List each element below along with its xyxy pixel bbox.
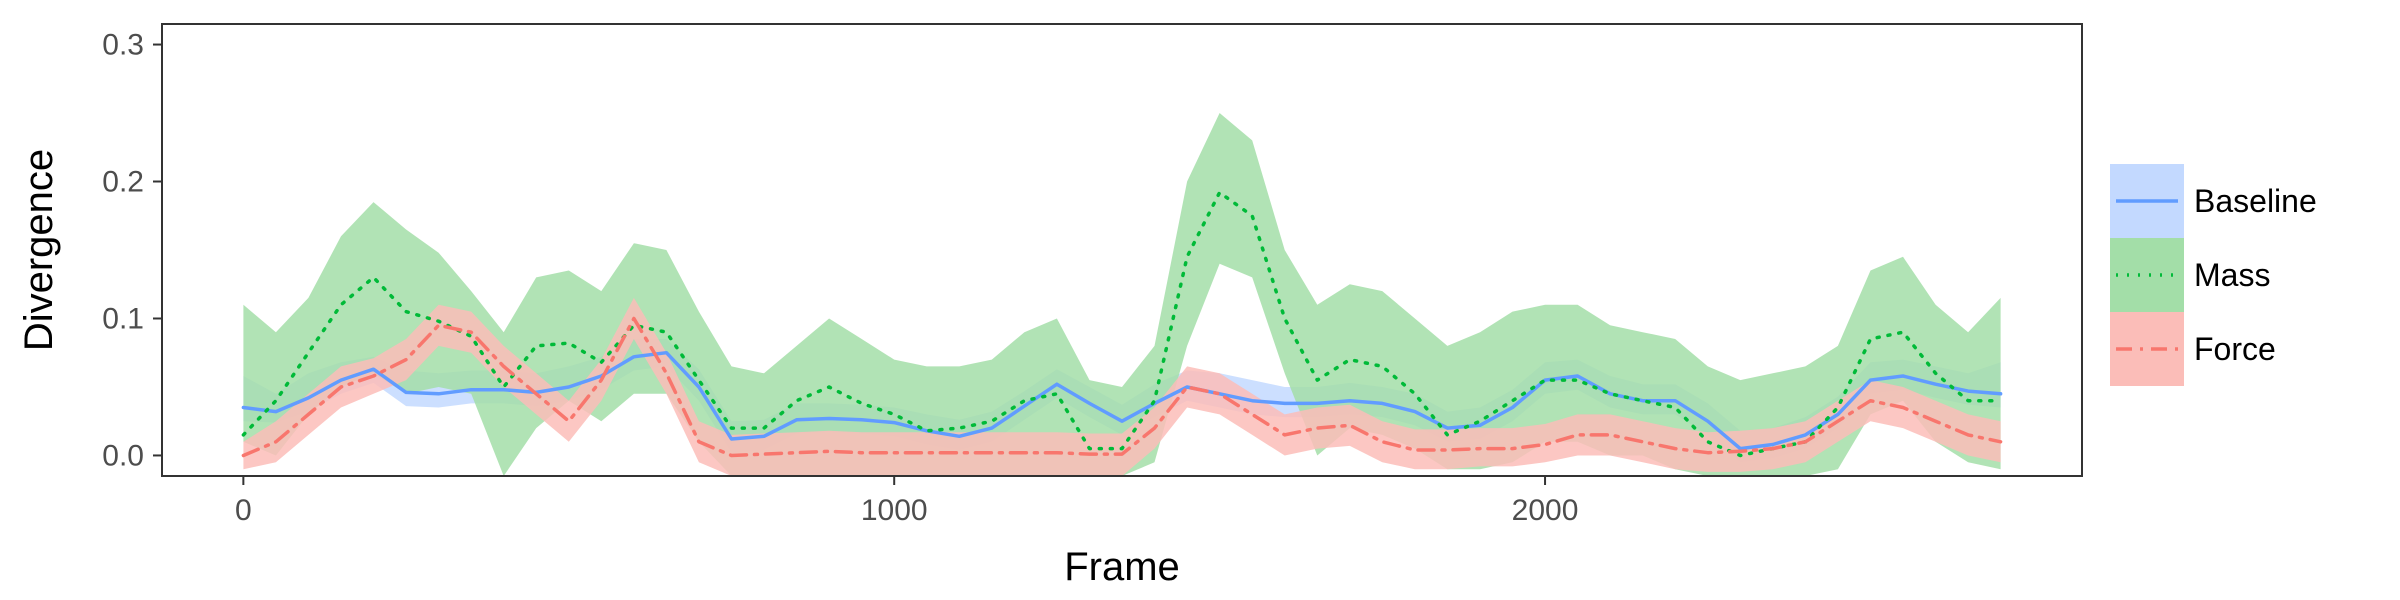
force-band	[243, 297, 2001, 476]
legend: Baseline Mass Force	[2110, 164, 2317, 386]
x-axis: 0 1000 2000	[235, 476, 1578, 527]
plot-panel-border	[161, 23, 2083, 477]
y-tick-label: 0.2	[102, 166, 144, 199]
legend-label-force: Force	[2194, 331, 2276, 367]
legend-label-mass: Mass	[2194, 257, 2270, 293]
force-line	[241, 316, 2003, 458]
mass-band	[243, 113, 2001, 476]
y-axis: 0.0 0.1 0.2 0.3	[102, 29, 162, 472]
legend-label-baseline: Baseline	[2194, 183, 2317, 219]
mass-line	[241, 190, 2003, 458]
x-tick-label: 2000	[1512, 494, 1579, 527]
y-tick-label: 0.3	[102, 29, 144, 62]
x-tick-label: 1000	[861, 494, 928, 527]
x-axis-title: Frame	[1064, 545, 1180, 589]
x-tick-label: 0	[235, 494, 252, 527]
y-axis-title: Divergence	[17, 149, 61, 351]
series-lines	[241, 190, 2003, 458]
y-tick-label: 0.1	[102, 302, 144, 335]
y-tick-label: 0.0	[102, 439, 144, 472]
